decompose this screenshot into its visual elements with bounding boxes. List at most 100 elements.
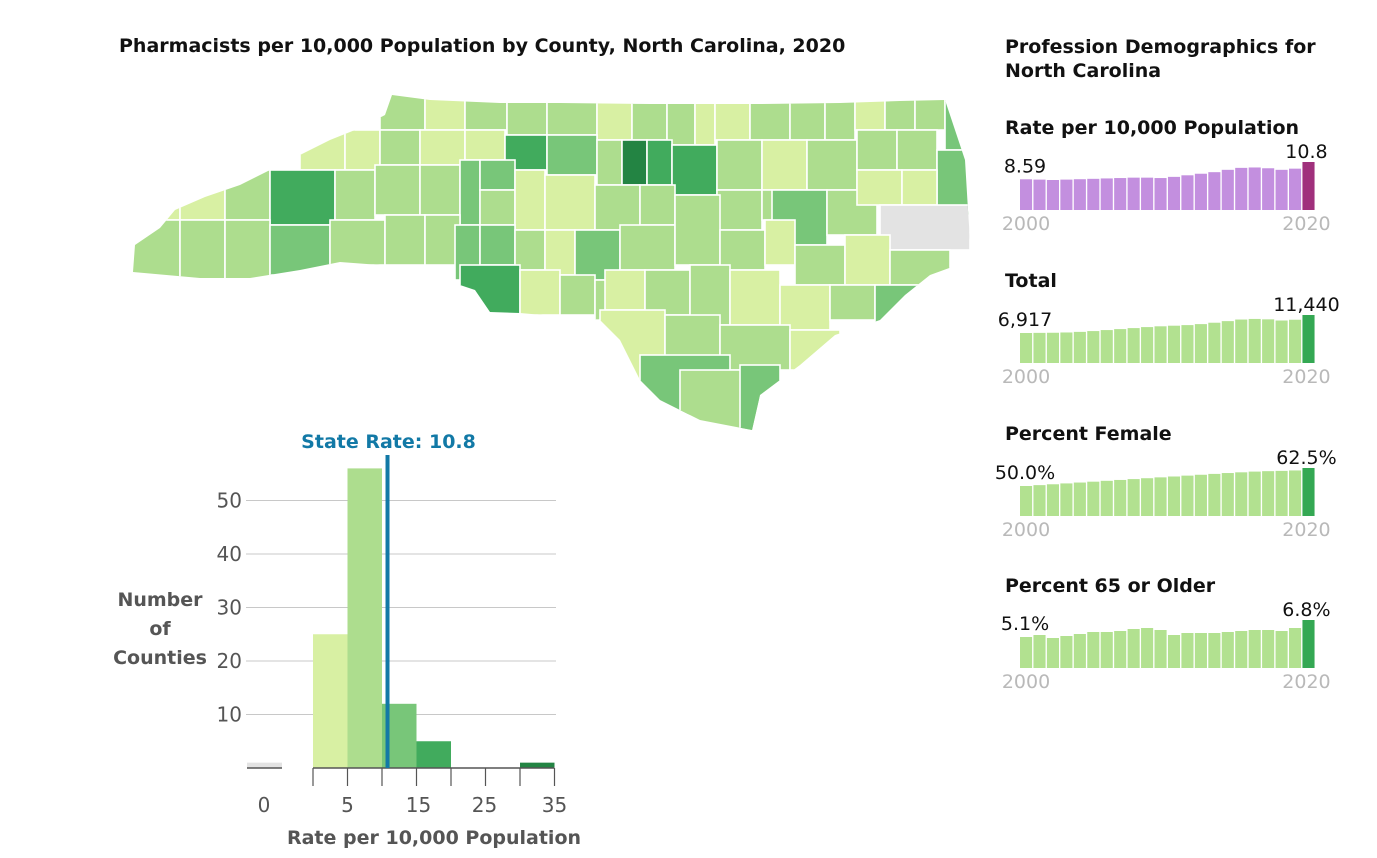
county[interactable]: [719, 324, 791, 371]
county[interactable]: [379, 90, 426, 131]
sparkline-bar[interactable]: [1114, 178, 1127, 210]
county[interactable]: [674, 194, 721, 266]
county[interactable]: [764, 219, 796, 266]
sparkline-bar[interactable]: [1248, 167, 1261, 210]
county[interactable]: [856, 129, 898, 171]
county[interactable]: [519, 269, 561, 316]
sparkline-bar[interactable]: [1289, 168, 1302, 210]
sparkline-bar[interactable]: [1302, 315, 1315, 363]
county[interactable]: [514, 229, 546, 271]
county[interactable]: [779, 284, 831, 331]
sparkline-bar[interactable]: [1073, 179, 1086, 210]
county[interactable]: [901, 169, 938, 206]
sparkline-bar[interactable]: [1208, 322, 1221, 363]
sparkline-bar[interactable]: [1262, 319, 1275, 363]
county[interactable]: [844, 234, 891, 286]
county[interactable]: [179, 169, 226, 221]
county[interactable]: [546, 90, 598, 136]
sparkline-bar[interactable]: [1127, 629, 1140, 668]
sparkline-bar[interactable]: [1033, 635, 1046, 668]
sparkline-bar[interactable]: [1275, 169, 1288, 210]
sparkline-bar[interactable]: [1073, 331, 1086, 363]
sparkline-bar[interactable]: [1181, 475, 1194, 516]
county[interactable]: [596, 139, 623, 186]
sparkline-bar[interactable]: [1275, 320, 1288, 363]
county[interactable]: [914, 90, 946, 131]
sparkline-bar[interactable]: [1194, 173, 1207, 210]
county[interactable]: [464, 129, 506, 161]
sparkline-bar[interactable]: [1100, 480, 1113, 516]
sparkline-bar[interactable]: [1100, 330, 1113, 363]
sparkline-bar[interactable]: [1020, 333, 1033, 363]
sparkline-bar[interactable]: [1046, 180, 1059, 210]
county[interactable]: [761, 139, 808, 191]
county[interactable]: [824, 90, 856, 141]
county[interactable]: [179, 219, 226, 281]
sparkline-bar[interactable]: [1127, 479, 1140, 516]
county[interactable]: [856, 169, 903, 206]
sparkline-bar[interactable]: [1302, 468, 1315, 516]
sparkline-bar[interactable]: [1087, 178, 1100, 210]
sparkline-bar[interactable]: [1020, 486, 1033, 516]
sparkline-bar[interactable]: [1181, 633, 1194, 668]
county[interactable]: [344, 129, 381, 171]
sparkline-bar[interactable]: [1194, 324, 1207, 363]
sparkline-bar[interactable]: [1141, 177, 1154, 210]
county[interactable]: [621, 139, 648, 186]
sparkline-bar[interactable]: [1167, 176, 1181, 210]
county[interactable]: [719, 229, 766, 271]
sparkline-bar[interactable]: [1221, 321, 1234, 363]
sparkline-bar[interactable]: [1114, 329, 1127, 363]
county[interactable]: [479, 224, 516, 266]
sparkline-bar[interactable]: [1302, 620, 1315, 668]
county[interactable]: [130, 219, 181, 281]
sparkline-bar[interactable]: [1167, 325, 1181, 363]
sparkline-bar[interactable]: [1060, 483, 1073, 516]
county[interactable]: [459, 264, 521, 316]
county[interactable]: [506, 90, 548, 136]
sparkline-bar[interactable]: [1100, 178, 1113, 210]
sparkline-bar[interactable]: [1262, 630, 1275, 668]
county[interactable]: [874, 284, 956, 336]
county[interactable]: [879, 204, 971, 251]
county[interactable]: [419, 129, 466, 166]
county[interactable]: [714, 90, 751, 141]
county[interactable]: [424, 214, 461, 266]
county[interactable]: [646, 139, 673, 186]
sparkline-bar[interactable]: [1087, 331, 1100, 363]
histogram-bar[interactable]: [347, 468, 383, 768]
sparkline-bar[interactable]: [1033, 332, 1046, 363]
county[interactable]: [716, 139, 763, 191]
county[interactable]: [794, 244, 846, 286]
sparkline-bar[interactable]: [1248, 630, 1261, 668]
sparkline-bar[interactable]: [1275, 631, 1288, 668]
sparkline-bar[interactable]: [1208, 473, 1221, 516]
county[interactable]: [671, 144, 718, 196]
sparkline-bar[interactable]: [1060, 332, 1073, 363]
sparkline-bar[interactable]: [1087, 632, 1100, 668]
county[interactable]: [374, 164, 421, 216]
sparkline-bar[interactable]: [1194, 633, 1207, 668]
sparkline-bar[interactable]: [1221, 169, 1234, 210]
sparkline-bar[interactable]: [1127, 177, 1140, 210]
county[interactable]: [944, 90, 976, 151]
sparkline-bar[interactable]: [1248, 471, 1261, 516]
county[interactable]: [829, 284, 876, 321]
county[interactable]: [379, 129, 421, 166]
sparkline-bar[interactable]: [1208, 172, 1221, 210]
county[interactable]: [544, 174, 596, 231]
sparkline-bar[interactable]: [1221, 632, 1234, 668]
county[interactable]: [694, 90, 716, 146]
sparkline-bar[interactable]: [1141, 327, 1154, 363]
county[interactable]: [639, 184, 676, 226]
county[interactable]: [269, 169, 336, 226]
county[interactable]: [596, 90, 633, 141]
county[interactable]: [544, 229, 576, 276]
sparkline-bar[interactable]: [1033, 179, 1046, 210]
county[interactable]: [479, 189, 516, 226]
county[interactable]: [594, 184, 641, 231]
histogram-bar[interactable]: [416, 741, 452, 768]
sparkline-bar[interactable]: [1127, 328, 1140, 363]
sparkline-bar[interactable]: [1194, 474, 1207, 516]
county[interactable]: [889, 249, 951, 286]
